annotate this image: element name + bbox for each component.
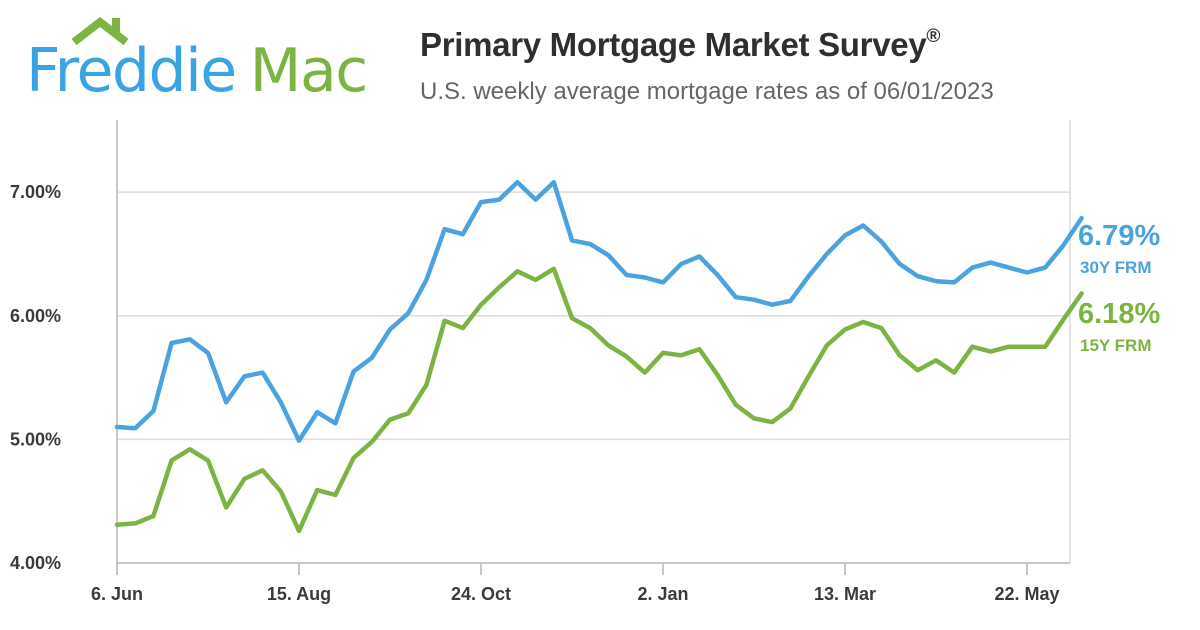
house-roof-icon (71, 16, 129, 46)
series-lines (114, 180, 1084, 534)
end-value-label: 6.79% (1078, 220, 1160, 252)
end-labels: 6.79% 30Y FRM 6.18% 15Y FRM (1078, 220, 1160, 355)
x-axis-labels: 6. Jun 15. Aug 24. Oct 2. Jan 13. Mar 22. May (91, 584, 1060, 604)
series-name-label: 15Y FRM (1080, 336, 1152, 355)
registered-mark: ® (926, 26, 941, 47)
y-tick-label: 7.00% (10, 182, 61, 202)
title-text: Primary Mortgage Market Survey (420, 26, 927, 63)
x-tick-label: 15. Aug (267, 584, 331, 604)
series-line-30y-frm (114, 180, 1084, 443)
x-tick-label: 13. Mar (814, 584, 876, 604)
y-tick-label: 5.00% (10, 429, 61, 449)
series-line-15y-frm (114, 266, 1084, 534)
chart-axes (116, 120, 1071, 575)
x-tick-label: 22. May (994, 584, 1059, 604)
y-tick-label: 4.00% (10, 553, 61, 573)
page-title: Primary Mortgage Market Survey® (420, 26, 940, 64)
y-axis-labels: 4.00% 5.00% 6.00% 7.00% (10, 182, 61, 573)
page-subtitle: U.S. weekly average mortgage rates as of… (420, 78, 994, 105)
logo-word-freddie: Freddie (26, 36, 237, 106)
y-tick-label: 6.00% (10, 306, 61, 326)
end-value-label: 6.18% (1078, 298, 1160, 330)
x-tick-label: 2. Jan (637, 584, 688, 604)
freddie-mac-logo: Freddie Mac (26, 16, 386, 106)
logo-word-mac: Mac (249, 36, 369, 106)
x-tick-label: 24. Oct (451, 584, 511, 604)
series-name-label: 30Y FRM (1080, 258, 1152, 277)
grid-lines (117, 191, 1070, 441)
x-tick-label: 6. Jun (91, 584, 143, 604)
